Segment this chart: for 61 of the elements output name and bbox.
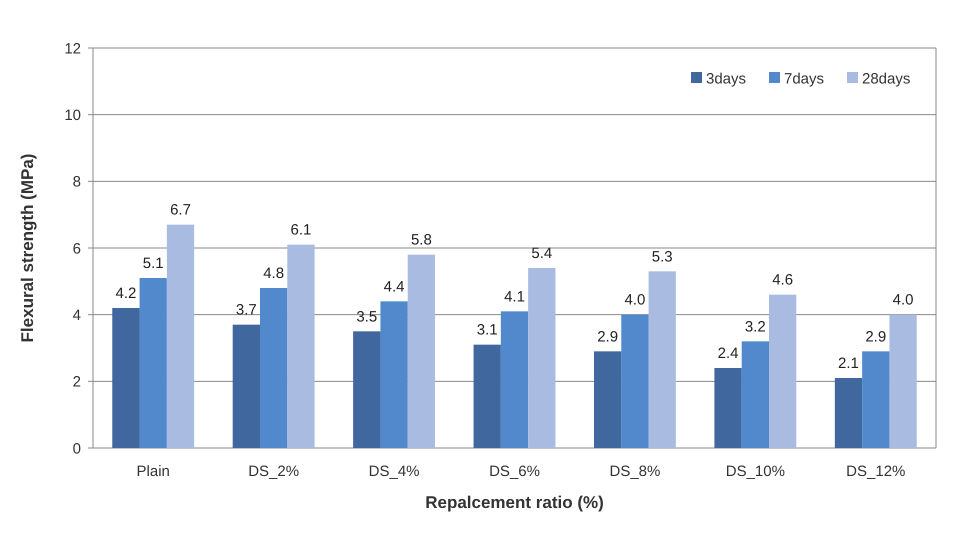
data-label: 2.1 <box>838 355 859 372</box>
y-tick-label: 8 <box>72 174 81 191</box>
x-tick-label: DS_2% <box>248 463 300 480</box>
bar <box>380 301 408 448</box>
legend-label: 3days <box>706 70 746 88</box>
bar <box>353 331 380 448</box>
bar <box>408 254 436 448</box>
data-label: 4.6 <box>772 272 794 289</box>
data-label: 6.7 <box>170 202 191 219</box>
bar <box>714 368 742 448</box>
data-label: 5.1 <box>142 255 164 272</box>
data-label: 6.1 <box>290 222 312 239</box>
data-label: 4.2 <box>115 285 136 302</box>
data-label: 5.8 <box>410 232 432 249</box>
bar <box>287 244 315 448</box>
data-label: 4.4 <box>384 278 404 296</box>
data-label: 2.9 <box>597 328 618 346</box>
data-label: 2.4 <box>718 345 738 362</box>
bar <box>742 341 770 448</box>
y-tick-label: 10 <box>64 106 81 124</box>
x-tick-label: DS_10% <box>726 463 785 480</box>
bar <box>112 308 140 448</box>
bar <box>769 294 796 448</box>
bar <box>500 311 528 448</box>
data-label: 4.8 <box>263 265 284 282</box>
data-label: 4.1 <box>504 288 525 306</box>
bar <box>260 288 288 448</box>
data-label: 4.0 <box>892 292 914 309</box>
data-label: 5.3 <box>652 248 673 266</box>
bar <box>232 324 260 448</box>
bar <box>594 351 622 448</box>
x-axis-title: Repalcement ratio (%) <box>425 493 604 512</box>
bar <box>834 378 862 448</box>
data-label: 4.0 <box>624 292 646 309</box>
data-label: 3.5 <box>356 308 378 326</box>
bar <box>862 351 890 448</box>
data-label: 5.4 <box>531 245 552 262</box>
x-tick-label: DS_12% <box>846 463 906 480</box>
x-tick-label: DS_4% <box>368 463 420 480</box>
data-label: 3.1 <box>476 322 498 339</box>
y-axis-title: Flexural strength (MPa) <box>18 154 37 342</box>
bar <box>140 278 167 448</box>
bar <box>889 314 917 448</box>
data-label: 2.9 <box>865 328 886 346</box>
bar <box>621 314 649 448</box>
y-tick-label: 4 <box>72 306 81 324</box>
y-tick-label: 0 <box>72 440 81 458</box>
bar <box>648 271 676 448</box>
bar <box>528 268 556 448</box>
x-tick-label: DS_6% <box>489 463 540 480</box>
data-label: 3.7 <box>236 302 257 319</box>
y-tick-label: 12 <box>64 40 81 58</box>
x-tick-label: Plain <box>136 463 170 480</box>
y-tick-label: 6 <box>72 240 81 258</box>
bar <box>474 344 501 448</box>
legend-label: 7days <box>784 70 824 88</box>
data-label: 3.2 <box>744 318 766 336</box>
legend-label: 28days <box>862 70 910 88</box>
y-tick-label: 2 <box>72 374 81 391</box>
bar <box>166 224 194 448</box>
x-tick-label: DS_8% <box>610 463 660 480</box>
